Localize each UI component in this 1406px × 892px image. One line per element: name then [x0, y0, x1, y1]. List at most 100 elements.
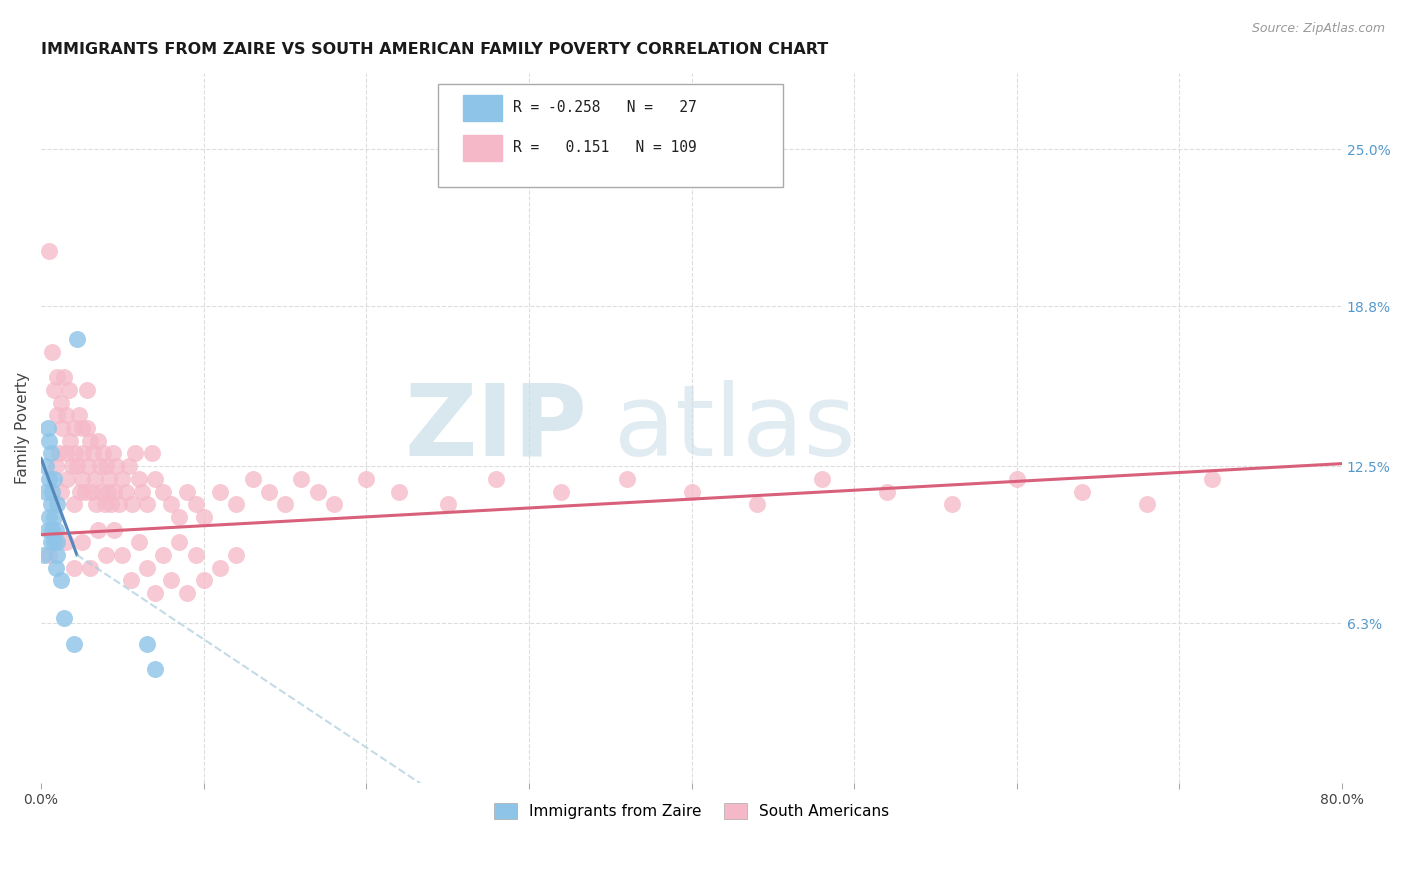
- Point: [152, 548, 174, 562]
- Point: [1005, 472, 1028, 486]
- Point: [66, 332, 89, 346]
- Point: [225, 497, 247, 511]
- Point: [97, 484, 120, 499]
- Point: [70, 421, 93, 435]
- Point: [41, 345, 63, 359]
- Point: [42, 509, 65, 524]
- Point: [45, 560, 67, 574]
- Point: [169, 535, 191, 549]
- Point: [51, 421, 73, 435]
- Point: [46, 535, 69, 549]
- Point: [143, 586, 166, 600]
- Point: [39, 497, 62, 511]
- Point: [55, 409, 77, 423]
- FancyBboxPatch shape: [437, 84, 783, 186]
- Point: [66, 459, 89, 474]
- Point: [485, 472, 508, 486]
- Point: [70, 535, 93, 549]
- Text: Source: ZipAtlas.com: Source: ZipAtlas.com: [1251, 22, 1385, 36]
- Point: [60, 459, 83, 474]
- Point: [79, 560, 101, 574]
- Point: [77, 459, 100, 474]
- Point: [70, 472, 93, 486]
- Text: ZIP: ZIP: [405, 380, 588, 476]
- Point: [55, 535, 77, 549]
- Point: [62, 560, 84, 574]
- Point: [62, 421, 84, 435]
- Point: [72, 446, 94, 460]
- Point: [193, 509, 215, 524]
- Point: [111, 472, 134, 486]
- Legend: Immigrants from Zaire, South Americans: Immigrants from Zaire, South Americans: [488, 797, 896, 825]
- Point: [208, 560, 231, 574]
- FancyBboxPatch shape: [463, 95, 502, 121]
- Point: [121, 497, 143, 511]
- Point: [62, 637, 84, 651]
- Point: [96, 459, 118, 474]
- Point: [322, 497, 344, 511]
- Y-axis label: Family Poverty: Family Poverty: [15, 372, 30, 484]
- Point: [160, 497, 183, 511]
- Point: [46, 548, 69, 562]
- Point: [810, 472, 832, 486]
- Point: [59, 434, 82, 448]
- Point: [62, 497, 84, 511]
- Point: [41, 523, 63, 537]
- Point: [208, 484, 231, 499]
- Point: [290, 472, 312, 486]
- Point: [89, 459, 111, 474]
- Point: [193, 573, 215, 587]
- Point: [135, 497, 157, 511]
- Text: R =   0.151   N = 109: R = 0.151 N = 109: [513, 140, 697, 155]
- Point: [307, 484, 329, 499]
- Point: [169, 509, 191, 524]
- Point: [176, 484, 198, 499]
- Point: [388, 484, 411, 499]
- Point: [184, 548, 207, 562]
- FancyBboxPatch shape: [463, 135, 502, 161]
- Point: [108, 497, 131, 511]
- Point: [38, 472, 60, 486]
- Point: [45, 523, 67, 537]
- Point: [225, 548, 247, 562]
- Point: [79, 434, 101, 448]
- Point: [143, 662, 166, 676]
- Point: [1136, 497, 1159, 511]
- Point: [87, 434, 110, 448]
- Point: [69, 484, 91, 499]
- Point: [1201, 472, 1223, 486]
- Point: [135, 560, 157, 574]
- Point: [38, 244, 60, 258]
- Point: [39, 446, 62, 460]
- Point: [76, 383, 98, 397]
- Point: [135, 637, 157, 651]
- Point: [76, 421, 98, 435]
- Text: atlas: atlas: [613, 380, 855, 476]
- Point: [93, 497, 115, 511]
- Point: [67, 409, 90, 423]
- Point: [124, 446, 146, 460]
- Point: [128, 472, 150, 486]
- Point: [90, 484, 112, 499]
- Point: [128, 535, 150, 549]
- Point: [100, 497, 122, 511]
- Point: [39, 535, 62, 549]
- Point: [41, 484, 63, 499]
- Point: [49, 396, 72, 410]
- Point: [681, 484, 703, 499]
- Point: [141, 446, 163, 460]
- Point: [42, 383, 65, 397]
- Point: [96, 548, 118, 562]
- Point: [184, 497, 207, 511]
- Point: [120, 573, 142, 587]
- Point: [242, 472, 264, 486]
- Point: [143, 472, 166, 486]
- Point: [35, 459, 58, 474]
- Point: [48, 446, 70, 460]
- Point: [114, 484, 136, 499]
- Point: [98, 472, 121, 486]
- Point: [56, 472, 79, 486]
- Point: [37, 421, 59, 435]
- Point: [131, 484, 153, 499]
- Point: [103, 523, 125, 537]
